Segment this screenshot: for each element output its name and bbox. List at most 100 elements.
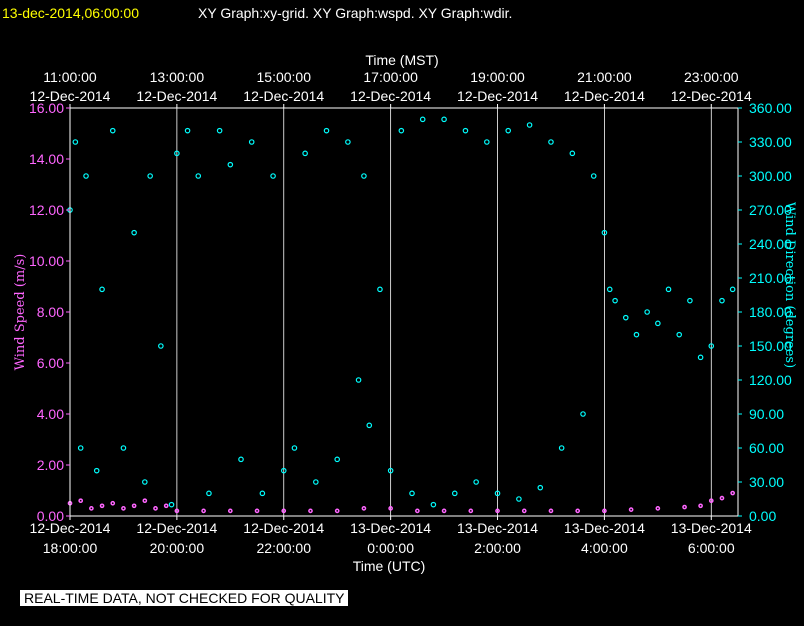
quality-warning-banner: REAL-TIME DATA, NOT CHECKED FOR QUALITY <box>20 590 349 606</box>
wind-direction-point <box>484 139 490 145</box>
wind-speed-point <box>78 498 84 504</box>
wind-direction-point <box>697 354 704 361</box>
left-tick-label: 12.00 <box>29 202 64 218</box>
bottom-tick-date: 12-Dec-2014 <box>30 520 111 536</box>
left-tick-label: 6.00 <box>37 355 64 371</box>
bottom-tick-date: 13-Dec-2014 <box>671 520 752 536</box>
right-tick-label: 60.00 <box>749 440 784 456</box>
wind-direction-point <box>494 490 501 497</box>
top-tick-time: 23:00:00 <box>684 69 739 85</box>
wind-speed-point <box>602 508 607 514</box>
wind-direction-point <box>548 139 554 145</box>
wind-direction-point <box>676 331 683 338</box>
wind-direction-point <box>537 484 544 491</box>
wind-direction-series <box>67 116 736 508</box>
wind-direction-point <box>387 467 394 474</box>
top-tick-time: 15:00:00 <box>257 69 312 85</box>
wind-speed-point <box>308 508 313 514</box>
wind-speed-point <box>121 506 126 511</box>
wind-speed-point <box>628 507 634 512</box>
wind-speed-point <box>441 508 447 514</box>
wind-direction-point <box>345 139 351 145</box>
wind-speed-point <box>361 506 367 511</box>
wind-direction-point <box>227 161 234 168</box>
wind-direction-point <box>238 456 244 463</box>
right-tick-label: 150.00 <box>749 338 792 354</box>
wind-direction-point <box>77 445 84 451</box>
wind-direction-point <box>270 173 276 179</box>
wind-direction-point <box>355 377 362 383</box>
wind-direction-point <box>280 467 287 474</box>
wind-direction-point <box>334 456 341 463</box>
wind-direction-point <box>313 479 319 485</box>
wind-direction-point <box>323 127 330 134</box>
right-tick-label: 300.00 <box>749 168 792 184</box>
top-tick-time: 13:00:00 <box>150 69 205 85</box>
wind-direction-point <box>622 314 629 321</box>
left-tick-label: 8.00 <box>37 304 64 320</box>
top-tick-date: 12-Dec-2014 <box>30 88 111 104</box>
wind-direction-point <box>147 173 153 179</box>
wind-direction-point <box>109 127 116 134</box>
wind-direction-point <box>93 467 100 474</box>
header-graph-list: XY Graph:xy-grid. XY Graph:wspd. XY Grap… <box>198 5 512 21</box>
right-axis-ticks: 0.00 30.00 60.00 90.00 120.00 150.00 180.00 210… <box>738 100 792 524</box>
top-tick-date: 12-Dec-2014 <box>243 88 324 104</box>
wind-speed-point <box>708 498 714 504</box>
top-tick-date: 12-Dec-2014 <box>457 88 538 104</box>
wind-direction-point <box>259 490 266 497</box>
wind-speed-point <box>468 508 474 514</box>
left-axis-ticks: 0.00 2.00 4.00 6.00 8.00 10.00 12.00 14.00 16.00 <box>29 100 70 524</box>
left-tick-label: 0.00 <box>37 508 64 524</box>
wind-direction-point <box>644 309 650 315</box>
bottom-tick-time: 22:00:00 <box>257 540 312 556</box>
right-tick-label: 360.00 <box>749 100 792 116</box>
wind-direction-point <box>729 286 736 293</box>
wind-speed-point <box>281 508 287 514</box>
wind-direction-point <box>72 139 79 145</box>
bottom-tick-time: 4:00:00 <box>581 540 628 556</box>
right-tick-label: 30.00 <box>749 474 784 490</box>
plot-background <box>70 108 738 516</box>
wind-speed-point <box>174 508 180 514</box>
wind-direction-point <box>601 229 608 236</box>
wind-speed-point <box>655 506 661 511</box>
bottom-tick-time: 18:00:00 <box>43 540 98 556</box>
right-tick-label: 90.00 <box>749 406 784 422</box>
wind-direction-point <box>633 331 640 338</box>
wind-direction-point <box>195 173 202 179</box>
right-tick-label: 210.00 <box>749 270 792 286</box>
left-tick-label: 4.00 <box>37 406 64 422</box>
wind-speed-point <box>415 508 420 514</box>
top-tick-date: 12-Dec-2014 <box>350 88 431 104</box>
wind-direction-point <box>606 286 613 293</box>
wind-direction-point <box>99 286 105 293</box>
wind-direction-point <box>430 501 437 508</box>
right-tick-label: 120.00 <box>749 372 792 388</box>
wind-direction-point <box>377 286 383 293</box>
top-tick-time: 19:00:00 <box>470 69 525 85</box>
wind-speed-point <box>153 506 158 511</box>
wind-direction-point <box>462 127 469 134</box>
top-tick-time: 11:00:00 <box>43 69 97 85</box>
wind-speed-point <box>334 508 340 514</box>
right-tick-label: 330.00 <box>749 134 792 150</box>
wind-speed-point <box>163 503 169 509</box>
top-axis-ticks: 11:00:00 12-Dec-2014 13:00:00 12-Dec-2014 15… <box>30 69 752 108</box>
wind-speed-point <box>110 500 116 506</box>
wind-direction-point <box>168 501 175 508</box>
wind-direction-point <box>687 297 693 304</box>
bottom-tick-time: 2:00:00 <box>474 540 521 556</box>
wind-direction-point <box>580 411 586 417</box>
wind-direction-point <box>558 445 565 451</box>
wind-speed-series <box>67 490 736 514</box>
wind-direction-point <box>590 173 597 179</box>
top-tick-time: 21:00:00 <box>577 69 632 85</box>
wind-direction-point <box>612 297 618 304</box>
wind-speed-point <box>142 498 148 504</box>
bottom-tick-date: 12-Dec-2014 <box>243 520 324 536</box>
wind-direction-point <box>398 127 405 134</box>
wind-speed-point <box>521 508 527 514</box>
wind-direction-point <box>83 173 89 179</box>
